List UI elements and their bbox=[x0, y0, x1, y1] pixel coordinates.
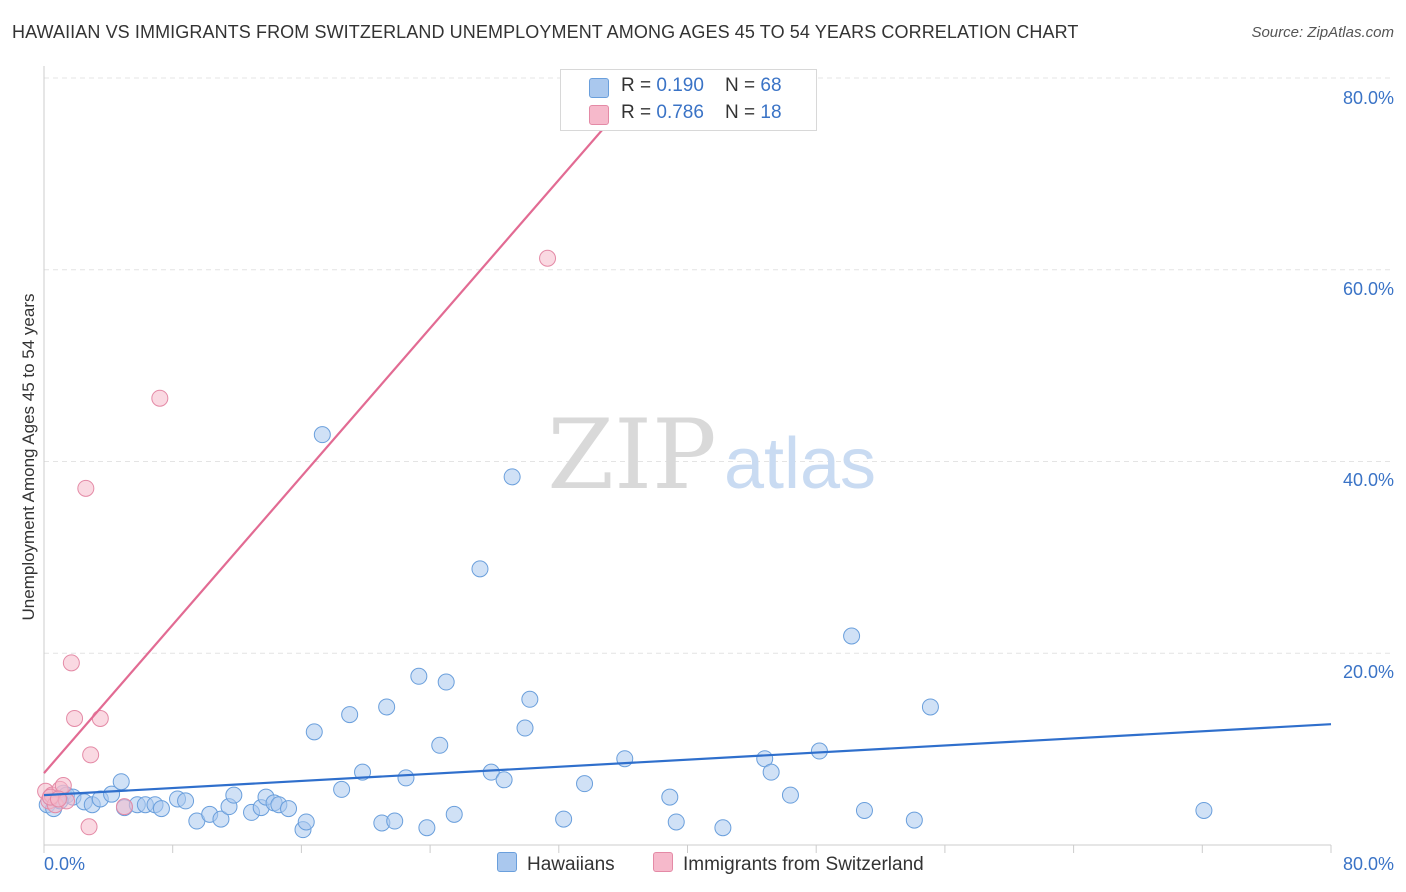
legend-n-label: N = bbox=[725, 102, 761, 123]
hawaiian-point bbox=[667, 813, 685, 831]
hawaiian-point bbox=[855, 801, 873, 819]
y-tick-label-20: 20.0% bbox=[1343, 662, 1394, 682]
chart-title: HAWAIIAN VS IMMIGRANTS FROM SWITZERLAND … bbox=[12, 22, 1079, 42]
legend-n-value: 68 bbox=[760, 75, 782, 96]
source-label: Source: ZipAtlas.com bbox=[1251, 24, 1394, 41]
hawaiian-point bbox=[152, 800, 170, 818]
legend-n-label: N = bbox=[725, 75, 761, 96]
hawaiian-point bbox=[410, 667, 428, 685]
hawaiian-point bbox=[495, 771, 513, 789]
bottom-legend-switzerland: Immigrants from Switzerland bbox=[653, 852, 924, 876]
hawaiian-point bbox=[297, 813, 315, 831]
legend-swatch-blue bbox=[589, 78, 609, 98]
hawaiian-point bbox=[112, 773, 130, 791]
watermark-atlas: atlas bbox=[724, 424, 876, 504]
legend-swatch-pink bbox=[589, 105, 609, 125]
legend-r-label: R = bbox=[621, 102, 657, 123]
switzerland-point bbox=[82, 746, 100, 764]
hawaiian-point bbox=[177, 792, 195, 810]
switzerland-point bbox=[77, 479, 95, 497]
legend-r-value: 0.190 bbox=[656, 75, 704, 96]
switzerland-point bbox=[115, 798, 133, 816]
hawaiian-point bbox=[225, 786, 243, 804]
hawaiian-point bbox=[471, 560, 489, 578]
bottom-legend-swatch-pink bbox=[653, 852, 673, 872]
hawaiian-point bbox=[341, 706, 359, 724]
hawaiian-point bbox=[516, 719, 534, 737]
switzerland-point bbox=[539, 249, 557, 267]
hawaiian-point bbox=[482, 763, 500, 781]
data-points bbox=[37, 249, 1213, 839]
gridlines bbox=[44, 77, 1394, 654]
switzerland-trend-line bbox=[43, 77, 649, 774]
hawaiian-point bbox=[921, 698, 939, 716]
hawaiian-point bbox=[555, 810, 573, 828]
hawaiian-point bbox=[445, 805, 463, 823]
legend-r-value: 0.786 bbox=[656, 102, 704, 123]
hawaiian-point bbox=[576, 775, 594, 793]
hawaiian-point bbox=[212, 810, 230, 828]
axis-labels: Unemployment Among Ages 45 to 54 years 0… bbox=[19, 88, 1394, 874]
bottom-legend-hawaiians: Hawaiians bbox=[497, 852, 615, 876]
bottom-legend-swatch-blue bbox=[497, 852, 517, 872]
hawaiian-point bbox=[762, 763, 780, 781]
y-tick-label-60: 60.0% bbox=[1343, 279, 1394, 299]
hawaiian-point bbox=[843, 627, 861, 645]
trend-lines bbox=[43, 77, 1332, 797]
hawaiian-point bbox=[1195, 801, 1213, 819]
switzerland-point bbox=[151, 389, 169, 407]
hawaiian-trend-line bbox=[43, 723, 1332, 797]
legend-r-label: R = bbox=[621, 75, 657, 96]
hawaiian-point bbox=[521, 690, 539, 708]
watermark: ZIP atlas bbox=[547, 399, 876, 511]
hawaiian-point bbox=[386, 812, 404, 830]
y-tick-label-80: 80.0% bbox=[1343, 88, 1394, 108]
correlation-legend: R = 0.190 N = 68 R = 0.786 N = 18 bbox=[560, 69, 817, 131]
hawaiian-point bbox=[781, 786, 799, 804]
axes bbox=[43, 66, 1332, 853]
hawaiian-point bbox=[280, 800, 298, 818]
hawaiian-point bbox=[431, 736, 449, 754]
bottom-legend-label: Immigrants from Switzerland bbox=[683, 854, 924, 875]
hawaiian-point bbox=[437, 673, 455, 691]
legend-n-value: 18 bbox=[760, 102, 782, 123]
hawaiian-point bbox=[418, 819, 436, 837]
switzerland-point bbox=[66, 709, 84, 727]
hawaiian-point bbox=[305, 723, 323, 741]
hawaiian-point bbox=[905, 811, 923, 829]
y-tick-label-40: 40.0% bbox=[1343, 470, 1394, 490]
hawaiian-point bbox=[378, 698, 396, 716]
x-tick-label-end: 80.0% bbox=[1343, 854, 1394, 874]
hawaiian-point bbox=[661, 788, 679, 806]
switzerland-point bbox=[80, 818, 98, 836]
switzerland-point bbox=[62, 654, 80, 672]
y-axis-label: Unemployment Among Ages 45 to 54 years bbox=[19, 294, 38, 621]
watermark-zip: ZIP bbox=[547, 399, 716, 511]
hawaiian-point bbox=[397, 769, 415, 787]
x-tick-label-start: 0.0% bbox=[44, 854, 85, 874]
switzerland-point bbox=[91, 709, 109, 727]
hawaiian-point bbox=[354, 763, 372, 781]
hawaiian-point bbox=[714, 819, 732, 837]
bottom-legend-label: Hawaiians bbox=[527, 854, 615, 875]
hawaiian-point bbox=[503, 468, 521, 486]
hawaiian-point bbox=[333, 780, 351, 798]
hawaiian-point bbox=[313, 426, 331, 444]
